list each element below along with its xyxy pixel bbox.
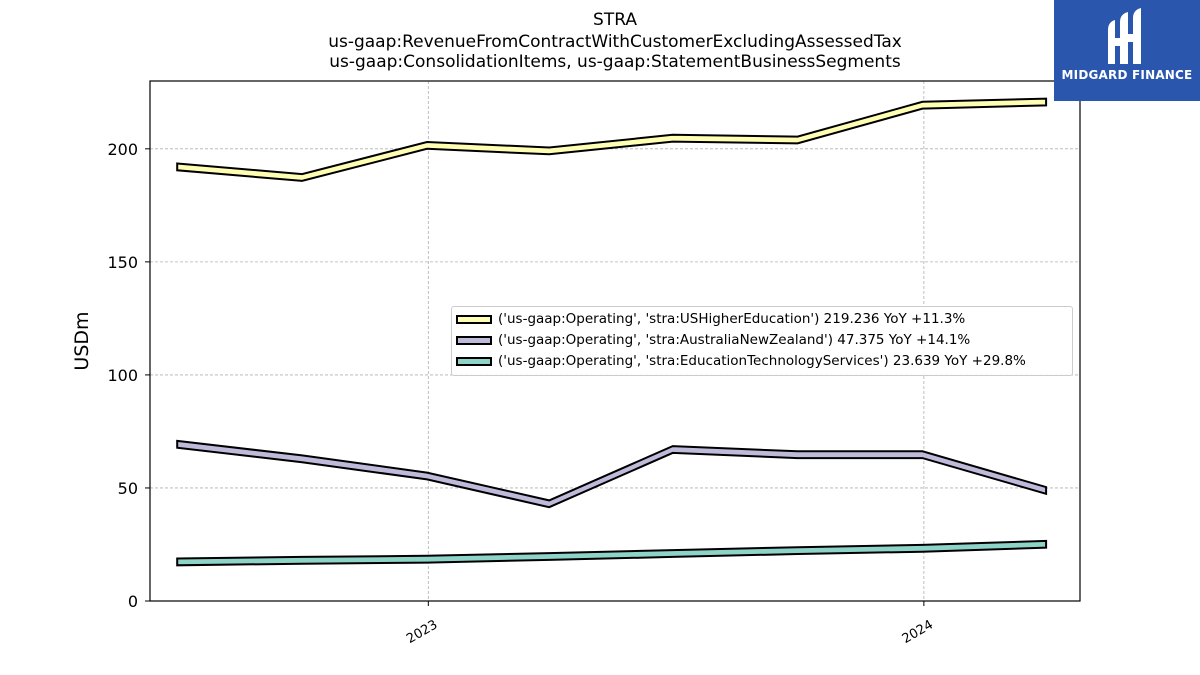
logo-mark-icon <box>1108 8 1141 64</box>
chart-subtitle-axes: us-gaap:ConsolidationItems, us-gaap:Stat… <box>329 52 901 72</box>
x-tick-label: 2023 <box>404 617 440 647</box>
legend-label: ('us-gaap:Operating', 'stra:USHigherEduc… <box>498 311 966 327</box>
legend-item-us-higher-education: ('us-gaap:Operating', 'stra:USHigherEduc… <box>452 310 1072 330</box>
legend-swatch <box>456 315 492 324</box>
legend-label: ('us-gaap:Operating', 'stra:AustraliaNew… <box>498 332 971 348</box>
midgard-finance-logo: MIDGARD FINANCE <box>1054 0 1200 101</box>
y-tick-label: 100 <box>107 366 138 385</box>
chart-subtitle-concept: us-gaap:RevenueFromContractWithCustomerE… <box>328 32 902 52</box>
legend-item-education-technology-services: ('us-gaap:Operating', 'stra:EducationTec… <box>452 352 1072 372</box>
plot-frame <box>149 80 1081 602</box>
y-tick-label: 0 <box>128 592 138 611</box>
y-tick-label: 200 <box>107 140 138 159</box>
legend: ('us-gaap:Operating', 'stra:USHigherEduc… <box>451 306 1073 376</box>
y-tick-label: 50 <box>118 479 138 498</box>
series-band-0 <box>176 97 1048 182</box>
series-layer <box>176 97 1048 567</box>
series-band-2 <box>176 539 1048 567</box>
logo-text: MIDGARD FINANCE <box>1061 68 1193 82</box>
x-tick-label: 2024 <box>900 617 936 647</box>
y-axis: 0 50 100 150 200 <box>107 140 150 611</box>
legend-swatch <box>456 357 492 366</box>
series-band-1 <box>176 439 1048 509</box>
chart-title: STRA <box>593 10 637 30</box>
legend-swatch <box>456 336 492 345</box>
y-axis-label: USDm <box>71 311 93 371</box>
y-tick-label: 150 <box>107 253 138 272</box>
x-axis: 2023 2024 <box>404 601 936 647</box>
legend-label: ('us-gaap:Operating', 'stra:EducationTec… <box>498 353 1026 369</box>
legend-item-australia-new-zealand: ('us-gaap:Operating', 'stra:AustraliaNew… <box>452 331 1072 351</box>
